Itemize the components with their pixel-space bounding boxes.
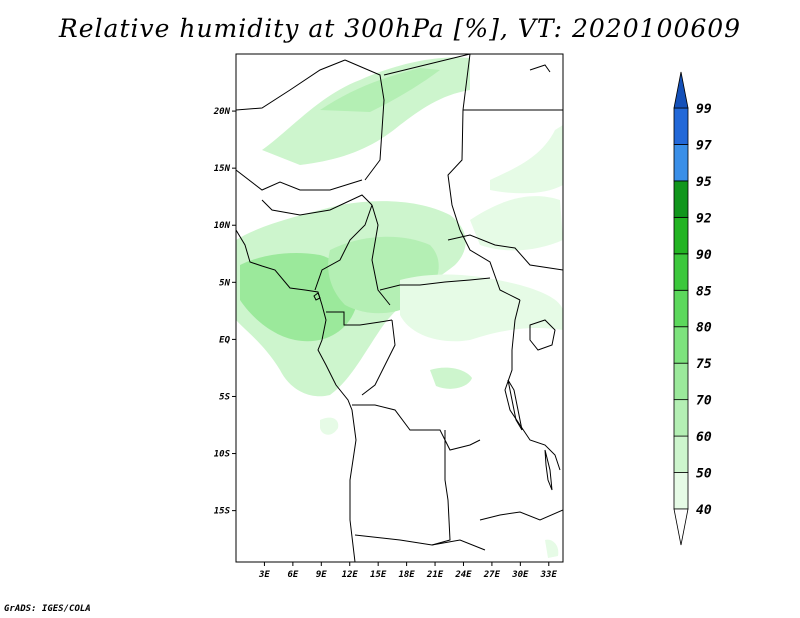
lake-malawi [544, 449, 553, 491]
y-tick-label: 5S [219, 392, 230, 402]
border-car-sudan [459, 229, 521, 301]
humidity-patch-north-east [490, 125, 563, 194]
colorbar-segment [673, 216, 689, 255]
colorbar-label: 50 [696, 467, 712, 482]
colorbar-label: 75 [696, 357, 712, 372]
humidity-band-northern-inner [320, 68, 440, 112]
colorbar-label: 90 [696, 248, 712, 263]
y-tick-label: EQ [219, 335, 230, 345]
colorbar: 40 50 60 70 75 80 85 90 92 95 97 99 [673, 71, 712, 546]
chart-title: Relative humidity at 300hPa [%], VT: 202… [58, 14, 742, 43]
x-tick-label: 6E [287, 570, 298, 580]
x-tick-label: 15E [370, 570, 387, 580]
colorbar-label: 70 [696, 394, 712, 409]
y-tick-label: 15S [214, 507, 231, 517]
border-zambia-zimbabwe [479, 509, 563, 521]
red-sea-coast [529, 64, 551, 73]
y-tick-label: 10S [214, 450, 231, 460]
grads-credit: GrADS: IGES/COLA [4, 604, 91, 614]
y-axis-ticks: 20N 15N 10N 5N EQ 5S 10S 15S [213, 107, 236, 517]
colorbar-segment [673, 326, 689, 364]
humidity-shading [236, 57, 563, 558]
x-axis-ticks: 3E 6E 9E 12E 15E 18E 21E 24E 27E 30E 33E [258, 562, 557, 580]
border-mali-niger [236, 169, 363, 191]
colorbar-label: 97 [696, 138, 712, 153]
y-tick-label: 15N [214, 164, 231, 174]
humidity-patch-ne [470, 196, 563, 251]
border-drc-uganda [504, 299, 521, 426]
colorbar-label: 40 [696, 503, 712, 518]
colorbar-segment [673, 289, 689, 328]
x-tick-label: 21E [426, 570, 444, 580]
border-car-drc [379, 277, 491, 291]
x-tick-label: 18E [398, 570, 415, 580]
coastline-west-africa [236, 229, 357, 562]
colorbar-segment [673, 399, 689, 437]
humidity-patch-se2 [545, 539, 559, 558]
border-angola-namibia [354, 534, 486, 551]
colorbar-label: 95 [696, 175, 712, 190]
x-tick-label: 12E [342, 570, 359, 580]
border-chad-sudan [447, 109, 464, 231]
colorbar-label: 60 [696, 430, 712, 445]
y-tick-label: 20N [213, 107, 231, 117]
colorbar-segment [673, 253, 689, 291]
humidity-patch-east [400, 274, 563, 342]
colorbar-segment [673, 107, 689, 145]
colorbar-segment [673, 362, 689, 401]
border-cameroon-car [371, 204, 391, 306]
humidity-patch-se [430, 367, 472, 389]
x-tick-label: 24E [454, 570, 472, 580]
humidity-patch-south [320, 417, 339, 435]
border-tanzania [519, 424, 561, 471]
colorbar-label: 92 [696, 211, 712, 226]
border-angola-drc [352, 404, 481, 451]
y-tick-label: 5N [219, 278, 230, 288]
bioko-island [313, 292, 321, 301]
border-egypt-sudan [462, 54, 563, 111]
x-tick-label: 27E [483, 570, 501, 580]
border-angola-zambia [431, 430, 451, 546]
x-tick-label: 33E [540, 570, 558, 580]
lake-victoria [529, 319, 556, 351]
humidity-patch-west-inner [240, 253, 356, 342]
x-tick-label: 3E [258, 570, 270, 580]
colorbar-segment [673, 180, 689, 218]
border-south-sudan [447, 234, 563, 271]
colorbar-segment [673, 472, 689, 510]
country-borders [236, 54, 563, 562]
border-nigeria-cameroon [314, 204, 373, 291]
colorbar-segment [673, 144, 689, 182]
border-nigeria-niger [261, 194, 373, 216]
colorbar-label: 99 [696, 102, 712, 117]
border-gabon-congo [326, 311, 393, 326]
colorbar-label: 85 [696, 284, 712, 299]
colorbar-label: 80 [696, 321, 712, 336]
x-tick-label: 30E [511, 570, 529, 580]
x-tick-label: 9E [316, 570, 327, 580]
y-tick-label: 10N [214, 221, 231, 231]
colorbar-low-triangle [673, 508, 689, 546]
border-niger-libya [344, 59, 385, 181]
map-frame [235, 53, 564, 563]
border-libya-chad [383, 54, 471, 76]
border-congo-drc [361, 319, 396, 396]
border-algeria-niger [236, 59, 346, 111]
colorbar-segment [673, 435, 689, 473]
colorbar-high-triangle [673, 71, 689, 109]
lake-tanganyika [507, 379, 523, 431]
